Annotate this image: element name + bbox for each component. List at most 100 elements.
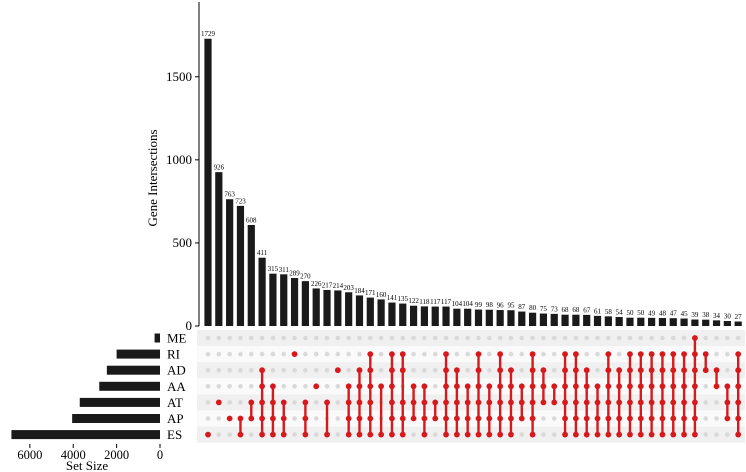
matrix-dot-inactive [422,367,427,373]
matrix-dot-active [345,399,352,406]
matrix-dot-active [648,415,655,422]
matrix-dot-active [421,383,428,390]
intersection-bar [377,299,385,326]
matrix-dot-inactive [638,335,644,341]
matrix-dot-inactive [422,335,427,341]
matrix-dot-inactive [324,384,330,389]
matrix-dot-active [367,383,374,390]
matrix-dot-inactive [703,384,709,389]
intersection-bar-label: 38 [702,311,710,319]
matrix-dot-active [453,367,460,374]
matrix-dot-active [724,383,731,390]
matrix-dot-active [713,383,720,390]
matrix-dot-active [551,399,558,406]
matrix-dot-inactive [270,351,276,357]
matrix-dot-inactive [411,432,416,437]
y-axis-tick-label: 0 [186,318,193,333]
matrix-dot-active [389,415,395,422]
matrix-dot-inactive [551,416,557,421]
matrix-dot-active [518,399,525,406]
intersection-bar-label: 95 [507,302,515,310]
matrix-dot-active [637,351,644,357]
matrix-dot-active [508,383,514,390]
matrix-dot-active [280,415,287,422]
matrix-dot-inactive [670,335,676,341]
intersection-bar-label: 75 [540,305,548,313]
matrix-dot-active [421,431,428,438]
intersection-bar [496,310,504,326]
matrix-dot-inactive [270,367,276,373]
set-size-bar [72,414,160,423]
intersection-bar [474,309,483,326]
intersection-bar-label: 54 [616,309,624,317]
matrix-dot-active [627,431,633,438]
matrix-dot-active [313,383,320,390]
matrix-dot-inactive [216,432,222,437]
intersection-bar [247,224,255,326]
intersection-bar-label: 80 [529,304,537,312]
matrix-dot-active [399,351,406,357]
matrix-dot-inactive [541,432,546,437]
matrix-dot-active [735,431,742,438]
matrix-dot-inactive [238,400,243,405]
matrix-dot-active [562,367,568,374]
matrix-dot-active [659,367,666,374]
matrix-dot-active [616,431,623,438]
intersection-bar [236,205,245,326]
matrix-dot-inactive [205,416,211,421]
matrix-dot-inactive [508,351,514,357]
matrix-dot-inactive [335,416,341,421]
intersection-bar-label: 608 [246,216,257,224]
matrix-dot-active [443,415,449,422]
matrix-dot-inactive [205,367,211,373]
matrix-dot-inactive [324,335,330,341]
matrix-dot-inactive [335,335,341,341]
matrix-dot-active [659,383,666,390]
matrix-dot-inactive [519,335,525,341]
matrix-dot-active [497,399,504,406]
matrix-dot-inactive [551,432,557,437]
intersection-bar-label: 141 [387,294,398,302]
matrix-dot-active [562,383,568,390]
matrix-dot-inactive [292,432,297,437]
matrix-dot-inactive [313,400,319,405]
matrix-dot-inactive [411,367,416,373]
matrix-dot-active [389,367,395,374]
matrix-dot-active [648,431,655,438]
matrix-dot-active [345,415,352,422]
matrix-dot-inactive [216,416,222,421]
matrix-dot-active [443,399,449,406]
matrix-dot-inactive [313,432,319,437]
matrix-dot-active [475,351,482,357]
matrix-dot-active [529,399,536,406]
matrix-dot-active [648,367,655,374]
matrix-dot-inactive [660,335,665,341]
set-size-tick-label: 0 [157,448,163,462]
matrix-dot-inactive [378,335,384,341]
matrix-dot-active [508,431,514,438]
set-label: RI [167,347,180,362]
intersection-bar-label: 58 [605,308,613,316]
intersection-bar-label: 926 [214,164,225,172]
matrix-dot-inactive [584,351,589,357]
intersection-bar [269,273,277,326]
matrix-dot-active [508,367,514,374]
intersection-bar [572,314,580,326]
matrix-dot-inactive [541,335,546,341]
matrix-dot-inactive [465,351,470,357]
matrix-dot-active [399,399,406,406]
matrix-dot-active [583,383,590,390]
matrix-dot-inactive [422,351,427,357]
intersection-bar [648,317,656,326]
matrix-dot-active [356,367,363,374]
matrix-dot-active [389,383,395,390]
intersection-bar [366,297,374,326]
intersection-bar-label: 50 [626,309,634,317]
y-axis-tick-label: 1000 [166,152,192,167]
y-axis-title: Gene Intersections [145,129,160,226]
matrix-dot-active [486,399,493,406]
y-axis-tick-label: 500 [173,235,193,250]
matrix-dot-active [627,367,633,374]
matrix-dot-active [627,383,633,390]
matrix-dot-inactive [487,367,492,373]
